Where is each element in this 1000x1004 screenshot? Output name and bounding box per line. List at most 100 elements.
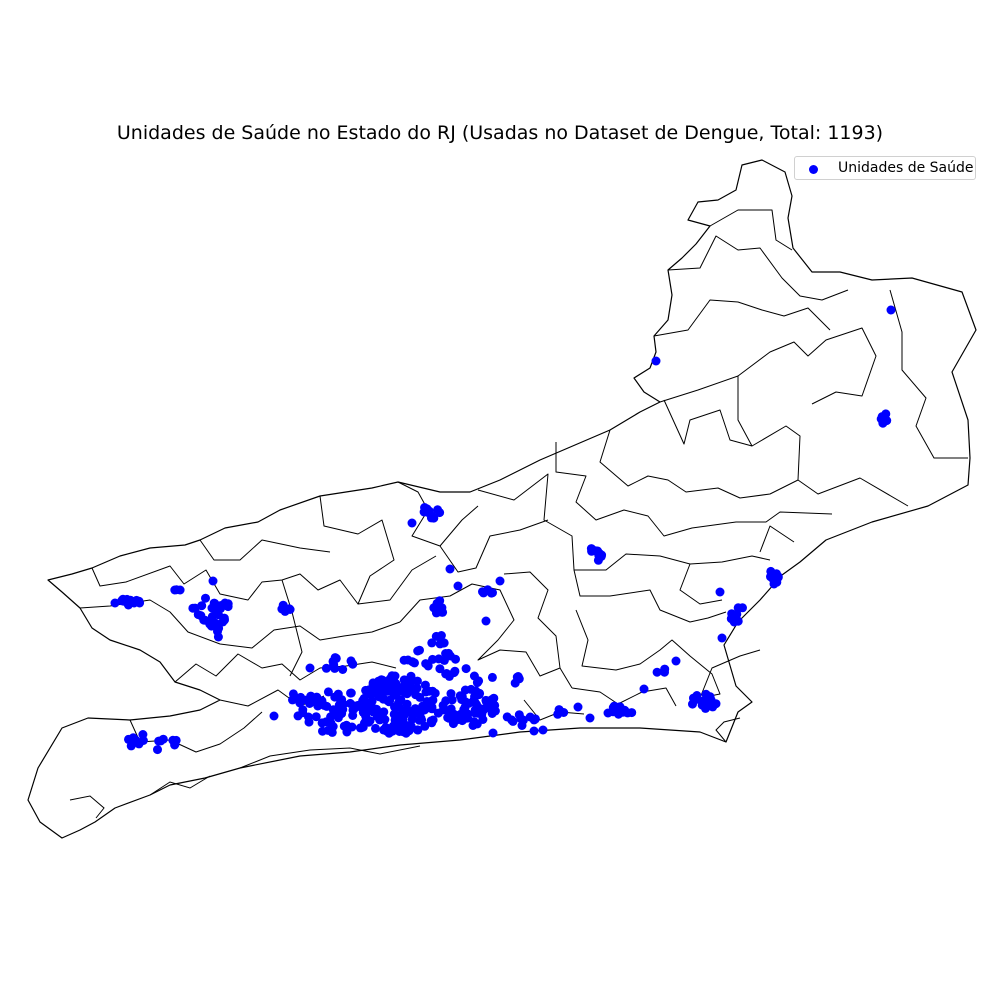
health-unit-point bbox=[304, 717, 314, 727]
health-unit-point bbox=[134, 739, 144, 749]
health-unit-point bbox=[876, 414, 886, 424]
boundary-line bbox=[659, 327, 877, 405]
health-unit-point bbox=[466, 684, 476, 694]
health-unit-point bbox=[327, 727, 337, 737]
state-outline bbox=[27, 159, 977, 839]
health-unit-point bbox=[495, 576, 505, 586]
health-unit-point bbox=[213, 627, 222, 636]
health-unit-point bbox=[390, 715, 400, 725]
boundary-line bbox=[737, 376, 909, 507]
coastline-detail bbox=[715, 717, 741, 743]
boundary-line bbox=[91, 565, 359, 605]
boundary-line bbox=[399, 583, 573, 689]
boundary-line bbox=[679, 563, 723, 605]
health-unit-point bbox=[427, 718, 437, 728]
health-unit-point bbox=[170, 740, 180, 750]
health-unit-point bbox=[457, 691, 467, 701]
health-unit-point bbox=[210, 599, 220, 609]
boundary-line bbox=[709, 209, 793, 251]
health-unit-point bbox=[329, 660, 339, 670]
health-unit-point bbox=[132, 595, 141, 605]
health-unit-point bbox=[435, 596, 445, 606]
health-unit-point bbox=[380, 715, 390, 724]
legend: Unidades de Saúde bbox=[794, 156, 976, 180]
health-unit-point bbox=[530, 714, 540, 724]
health-unit-point bbox=[437, 607, 447, 617]
health-unit-point bbox=[457, 716, 467, 726]
health-unit-point bbox=[361, 685, 371, 695]
boundary-line bbox=[199, 539, 331, 561]
health-unit-point bbox=[288, 695, 297, 705]
health-unit-point bbox=[486, 588, 496, 598]
health-unit-point bbox=[488, 728, 498, 738]
health-unit-point bbox=[329, 706, 339, 716]
health-unit-point bbox=[321, 663, 331, 673]
health-unit-point bbox=[427, 638, 437, 648]
health-unit-point bbox=[468, 721, 478, 730]
health-unit-point bbox=[293, 711, 303, 721]
boundary-line bbox=[575, 609, 721, 699]
health-unit-point bbox=[487, 709, 497, 718]
health-unit-point bbox=[385, 676, 395, 686]
health-units-points bbox=[110, 305, 896, 755]
health-unit-point bbox=[348, 711, 358, 720]
health-unit-point bbox=[342, 727, 352, 737]
health-unit-point bbox=[769, 579, 779, 589]
health-unit-point bbox=[420, 503, 430, 512]
health-unit-point bbox=[394, 702, 404, 712]
boundary-line bbox=[889, 289, 968, 459]
boundary-line bbox=[523, 699, 585, 721]
legend-label: Unidades de Saúde bbox=[838, 160, 974, 176]
boundary-line bbox=[699, 649, 761, 699]
health-unit-point bbox=[766, 566, 776, 576]
health-unit-point bbox=[652, 667, 662, 677]
municipality-boundaries bbox=[27, 159, 977, 839]
health-unit-point bbox=[445, 564, 455, 574]
health-unit-point bbox=[371, 723, 380, 733]
boundary-line bbox=[653, 299, 831, 337]
boundary-line bbox=[477, 473, 771, 571]
health-unit-point bbox=[460, 702, 470, 712]
health-unit-point bbox=[370, 688, 380, 698]
health-unit-point bbox=[697, 700, 707, 710]
health-unit-point bbox=[639, 684, 649, 694]
coastline-detail bbox=[239, 745, 421, 769]
health-unit-point bbox=[424, 686, 434, 696]
health-unit-point bbox=[441, 649, 451, 658]
health-unit-point bbox=[474, 690, 484, 700]
boundary-line bbox=[439, 519, 549, 573]
health-unit-point bbox=[614, 709, 623, 719]
health-unit-point bbox=[514, 674, 524, 684]
legend-marker bbox=[809, 165, 818, 174]
health-unit-point bbox=[461, 664, 471, 674]
health-unit-point bbox=[453, 581, 463, 591]
health-unit-point bbox=[692, 691, 702, 700]
health-unit-point bbox=[199, 615, 209, 625]
boundary-line bbox=[503, 571, 561, 669]
health-unit-point bbox=[516, 714, 526, 724]
health-unit-point bbox=[305, 663, 315, 673]
health-unit-point bbox=[727, 609, 737, 619]
health-unit-point bbox=[478, 715, 488, 724]
health-unit-point bbox=[154, 736, 164, 746]
health-unit-point bbox=[360, 718, 369, 728]
health-unit-point bbox=[376, 675, 386, 685]
health-unit-point bbox=[886, 305, 896, 315]
health-unit-point bbox=[390, 687, 400, 697]
health-unit-point bbox=[386, 726, 396, 736]
health-unit-point bbox=[372, 711, 382, 721]
coastline-detail bbox=[149, 775, 211, 796]
health-unit-point bbox=[593, 555, 603, 565]
health-unit-point bbox=[402, 699, 412, 709]
health-unit-point bbox=[573, 702, 583, 712]
health-unit-point bbox=[412, 676, 422, 686]
health-unit-point bbox=[313, 701, 323, 711]
health-unit-point bbox=[346, 688, 356, 698]
boundary-line bbox=[79, 599, 401, 649]
health-unit-point bbox=[379, 725, 389, 735]
health-unit-point bbox=[431, 631, 441, 641]
health-unit-point bbox=[609, 701, 619, 711]
health-unit-point bbox=[269, 711, 279, 721]
health-unit-point bbox=[338, 665, 348, 674]
